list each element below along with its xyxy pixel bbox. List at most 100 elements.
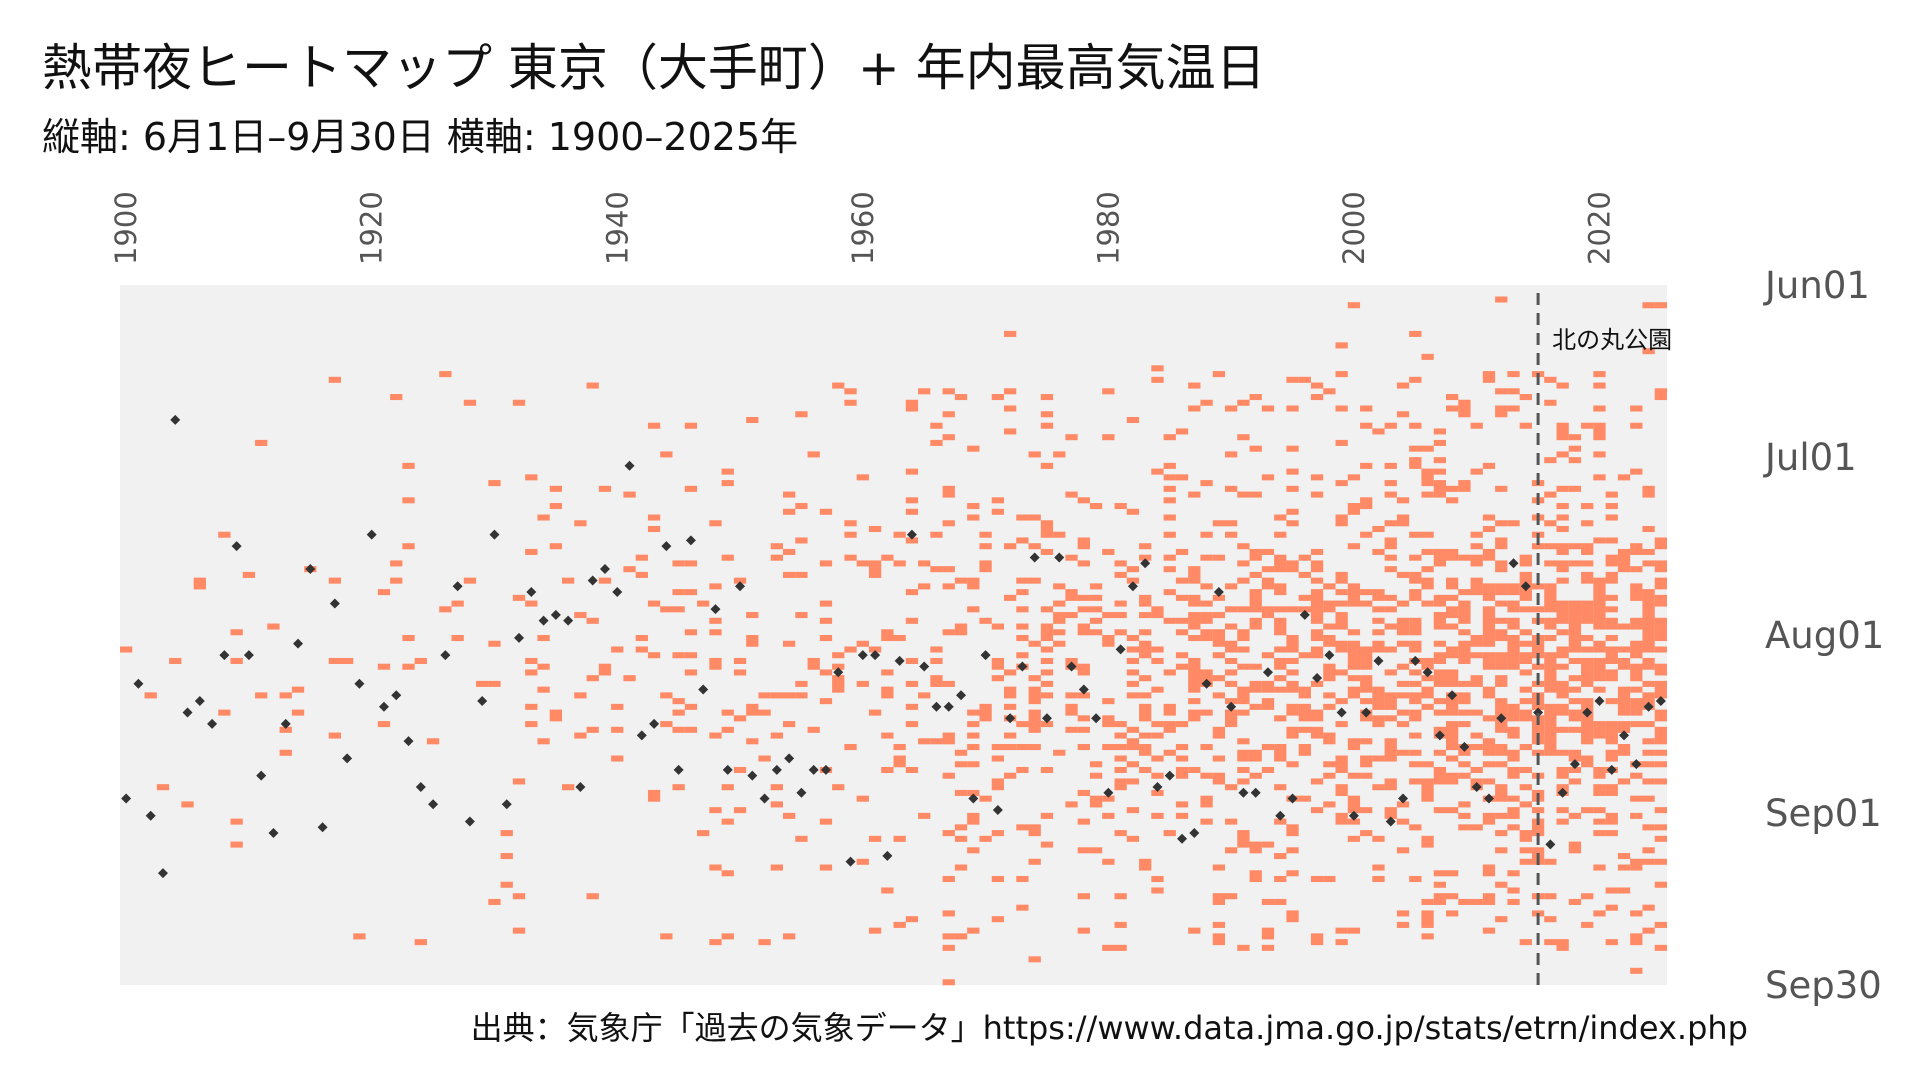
heat-cell bbox=[991, 755, 1004, 762]
heat-cell bbox=[488, 680, 501, 687]
heat-cell bbox=[1360, 497, 1373, 504]
heat-cell bbox=[1446, 709, 1459, 716]
heat-cell bbox=[1347, 629, 1361, 636]
heat-cell bbox=[1617, 554, 1631, 561]
max-temp-marker bbox=[145, 810, 156, 821]
heat-cell bbox=[1225, 520, 1238, 527]
heat-cell bbox=[1593, 617, 1606, 624]
heat-cell bbox=[967, 577, 980, 584]
heat-cell bbox=[1482, 606, 1496, 613]
heat-cell bbox=[770, 801, 783, 808]
heat-cell bbox=[783, 508, 796, 515]
heat-cell bbox=[1053, 629, 1066, 636]
heat-cell bbox=[1507, 755, 1520, 762]
heat-cell bbox=[1274, 566, 1287, 573]
heat-cell bbox=[1396, 721, 1410, 728]
heat-cell bbox=[1372, 721, 1385, 728]
heat-cell bbox=[1630, 548, 1643, 555]
heat-cell bbox=[1605, 789, 1618, 796]
heat-cell bbox=[1053, 583, 1066, 590]
heat-cell bbox=[967, 606, 980, 613]
heat-cell bbox=[1298, 744, 1311, 751]
heat-cell bbox=[1421, 898, 1434, 905]
heat-cell bbox=[1642, 795, 1655, 802]
heat-cell bbox=[770, 784, 783, 791]
heat-cell bbox=[1163, 749, 1176, 756]
heat-cell bbox=[1495, 537, 1508, 544]
heat-cell bbox=[1274, 657, 1287, 664]
heat-cell bbox=[1261, 548, 1275, 555]
heat-cell bbox=[1433, 612, 1446, 619]
heat-cell bbox=[512, 399, 526, 406]
heat-cell bbox=[414, 939, 427, 946]
heat-cell bbox=[1126, 508, 1140, 515]
heat-cell bbox=[733, 807, 747, 814]
heat-cell bbox=[1544, 680, 1557, 687]
max-temp-markers bbox=[121, 414, 1666, 879]
heat-cell bbox=[1151, 755, 1164, 762]
heat-cell bbox=[1004, 703, 1017, 710]
heat-cell bbox=[1409, 640, 1422, 647]
max-temp-marker bbox=[1422, 667, 1433, 678]
x-tick-label: 1960 bbox=[846, 191, 880, 265]
heat-cell bbox=[1495, 583, 1508, 590]
heat-cell bbox=[1421, 480, 1434, 487]
heat-cell bbox=[1593, 686, 1606, 693]
heat-cell bbox=[1040, 525, 1054, 533]
heat-cell bbox=[783, 812, 796, 819]
max-temp-marker bbox=[1017, 661, 1028, 672]
heat-cell bbox=[1188, 623, 1201, 630]
heat-cell bbox=[1605, 646, 1618, 653]
max-temp-marker bbox=[1385, 816, 1396, 827]
heat-cell bbox=[1544, 543, 1557, 550]
max-temp-marker bbox=[526, 586, 537, 597]
heat-cell bbox=[1212, 554, 1225, 561]
heat-cell bbox=[1237, 738, 1250, 745]
heat-cell bbox=[905, 468, 919, 475]
heat-cell bbox=[1163, 830, 1176, 837]
heat-cell bbox=[647, 789, 661, 796]
heat-cell bbox=[1482, 812, 1496, 819]
heat-cell bbox=[684, 669, 698, 676]
heat-cell bbox=[1040, 657, 1054, 664]
heat-cell bbox=[598, 669, 612, 676]
heat-cell bbox=[967, 514, 980, 521]
heat-cell bbox=[1139, 675, 1152, 682]
heat-cell bbox=[1347, 686, 1361, 693]
heat-cell bbox=[1519, 835, 1532, 842]
heat-cell bbox=[1212, 732, 1225, 739]
heat-cell bbox=[1274, 646, 1287, 653]
max-temp-marker bbox=[1459, 741, 1470, 752]
max-temp-marker bbox=[1164, 770, 1175, 781]
heat-cell bbox=[279, 749, 292, 756]
heat-cell bbox=[1433, 548, 1446, 555]
heat-cell bbox=[795, 612, 808, 619]
max-temp-marker bbox=[489, 529, 500, 540]
heat-cell bbox=[1519, 698, 1532, 705]
heat-cell bbox=[1446, 778, 1459, 785]
heat-cell bbox=[954, 933, 968, 940]
heat-cell bbox=[120, 646, 133, 653]
heat-cell bbox=[1507, 870, 1520, 877]
heat-cell bbox=[1323, 703, 1336, 710]
heat-cell bbox=[733, 577, 747, 584]
heat-cell bbox=[1556, 680, 1569, 687]
heat-cell bbox=[783, 548, 796, 555]
heat-cell bbox=[1568, 749, 1582, 756]
heat-cell bbox=[1446, 772, 1459, 779]
heat-cell bbox=[1482, 663, 1496, 670]
heat-cell bbox=[1200, 675, 1213, 682]
heat-cell bbox=[1617, 663, 1631, 670]
heat-cell bbox=[991, 508, 1004, 515]
heat-cell bbox=[1286, 376, 1299, 383]
heat-cell bbox=[1163, 514, 1176, 521]
max-temp-marker bbox=[133, 678, 144, 689]
heat-cell bbox=[1617, 749, 1631, 756]
heat-cell bbox=[1372, 594, 1385, 601]
heat-cell bbox=[1261, 612, 1275, 619]
heat-cell bbox=[1544, 893, 1557, 900]
heat-cell bbox=[1421, 795, 1434, 802]
heat-cell bbox=[1298, 571, 1311, 578]
heat-cell bbox=[1114, 600, 1127, 607]
max-temp-marker bbox=[415, 782, 426, 793]
